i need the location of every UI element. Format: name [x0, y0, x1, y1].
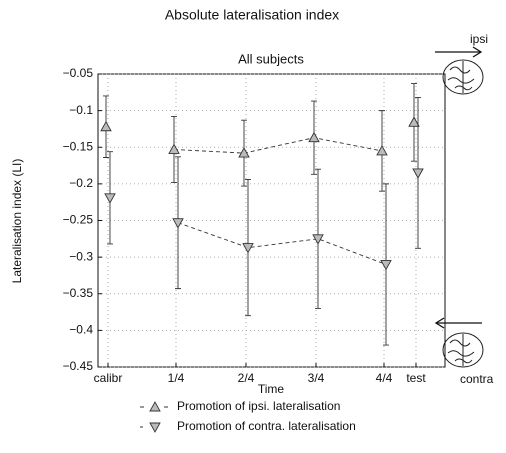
legend-label: Promotion of ipsi. lateralisation: [177, 399, 340, 413]
marker: [308, 131, 320, 143]
x-tick-label: 3/4: [308, 371, 325, 385]
chart-title: Absolute lateralisation index: [165, 7, 339, 23]
marker: [168, 143, 180, 154]
y-axis-label: Lateralisation index (LI): [10, 159, 24, 284]
series-line: [177, 222, 387, 265]
annotation: contra: [460, 372, 494, 386]
marker: [242, 243, 254, 254]
marker: [412, 168, 424, 179]
x-tick-label: 1/4: [168, 371, 185, 385]
marker: [104, 193, 116, 204]
y-tick-label: −0.3: [69, 249, 93, 263]
legend-marker: [149, 401, 161, 412]
x-tick-label: 4/4: [376, 371, 393, 385]
arrow: [434, 46, 483, 329]
y-tick-label: −0.05: [63, 66, 94, 80]
legend-marker: [149, 422, 161, 433]
y-tick-label: −0.4: [69, 323, 93, 337]
y-tick-label: −0.35: [63, 286, 94, 300]
marker: [408, 116, 420, 127]
marker: [100, 120, 112, 132]
marker: [238, 147, 250, 158]
annotation: ipsi: [470, 32, 488, 46]
x-axis-label: Time: [258, 382, 285, 396]
x-tick-label: 2/4: [238, 371, 255, 385]
y-tick-label: −0.1: [69, 103, 93, 117]
series-line: [173, 137, 383, 154]
chart-subtitle: All subjects: [238, 51, 304, 66]
marker: [380, 260, 392, 271]
y-tick-label: −0.2: [69, 176, 93, 190]
x-tick-label: calibr: [94, 371, 123, 385]
legend-label: Promotion of contra. lateralisation: [177, 419, 356, 433]
brain-icon: [442, 59, 484, 368]
x-tick-label: test: [406, 371, 426, 385]
marker: [376, 144, 388, 156]
y-tick-label: −0.15: [63, 139, 94, 153]
marker: [312, 234, 324, 245]
y-tick-label: −0.25: [63, 213, 94, 227]
y-tick-label: −0.45: [63, 359, 94, 373]
marker: [172, 218, 184, 229]
